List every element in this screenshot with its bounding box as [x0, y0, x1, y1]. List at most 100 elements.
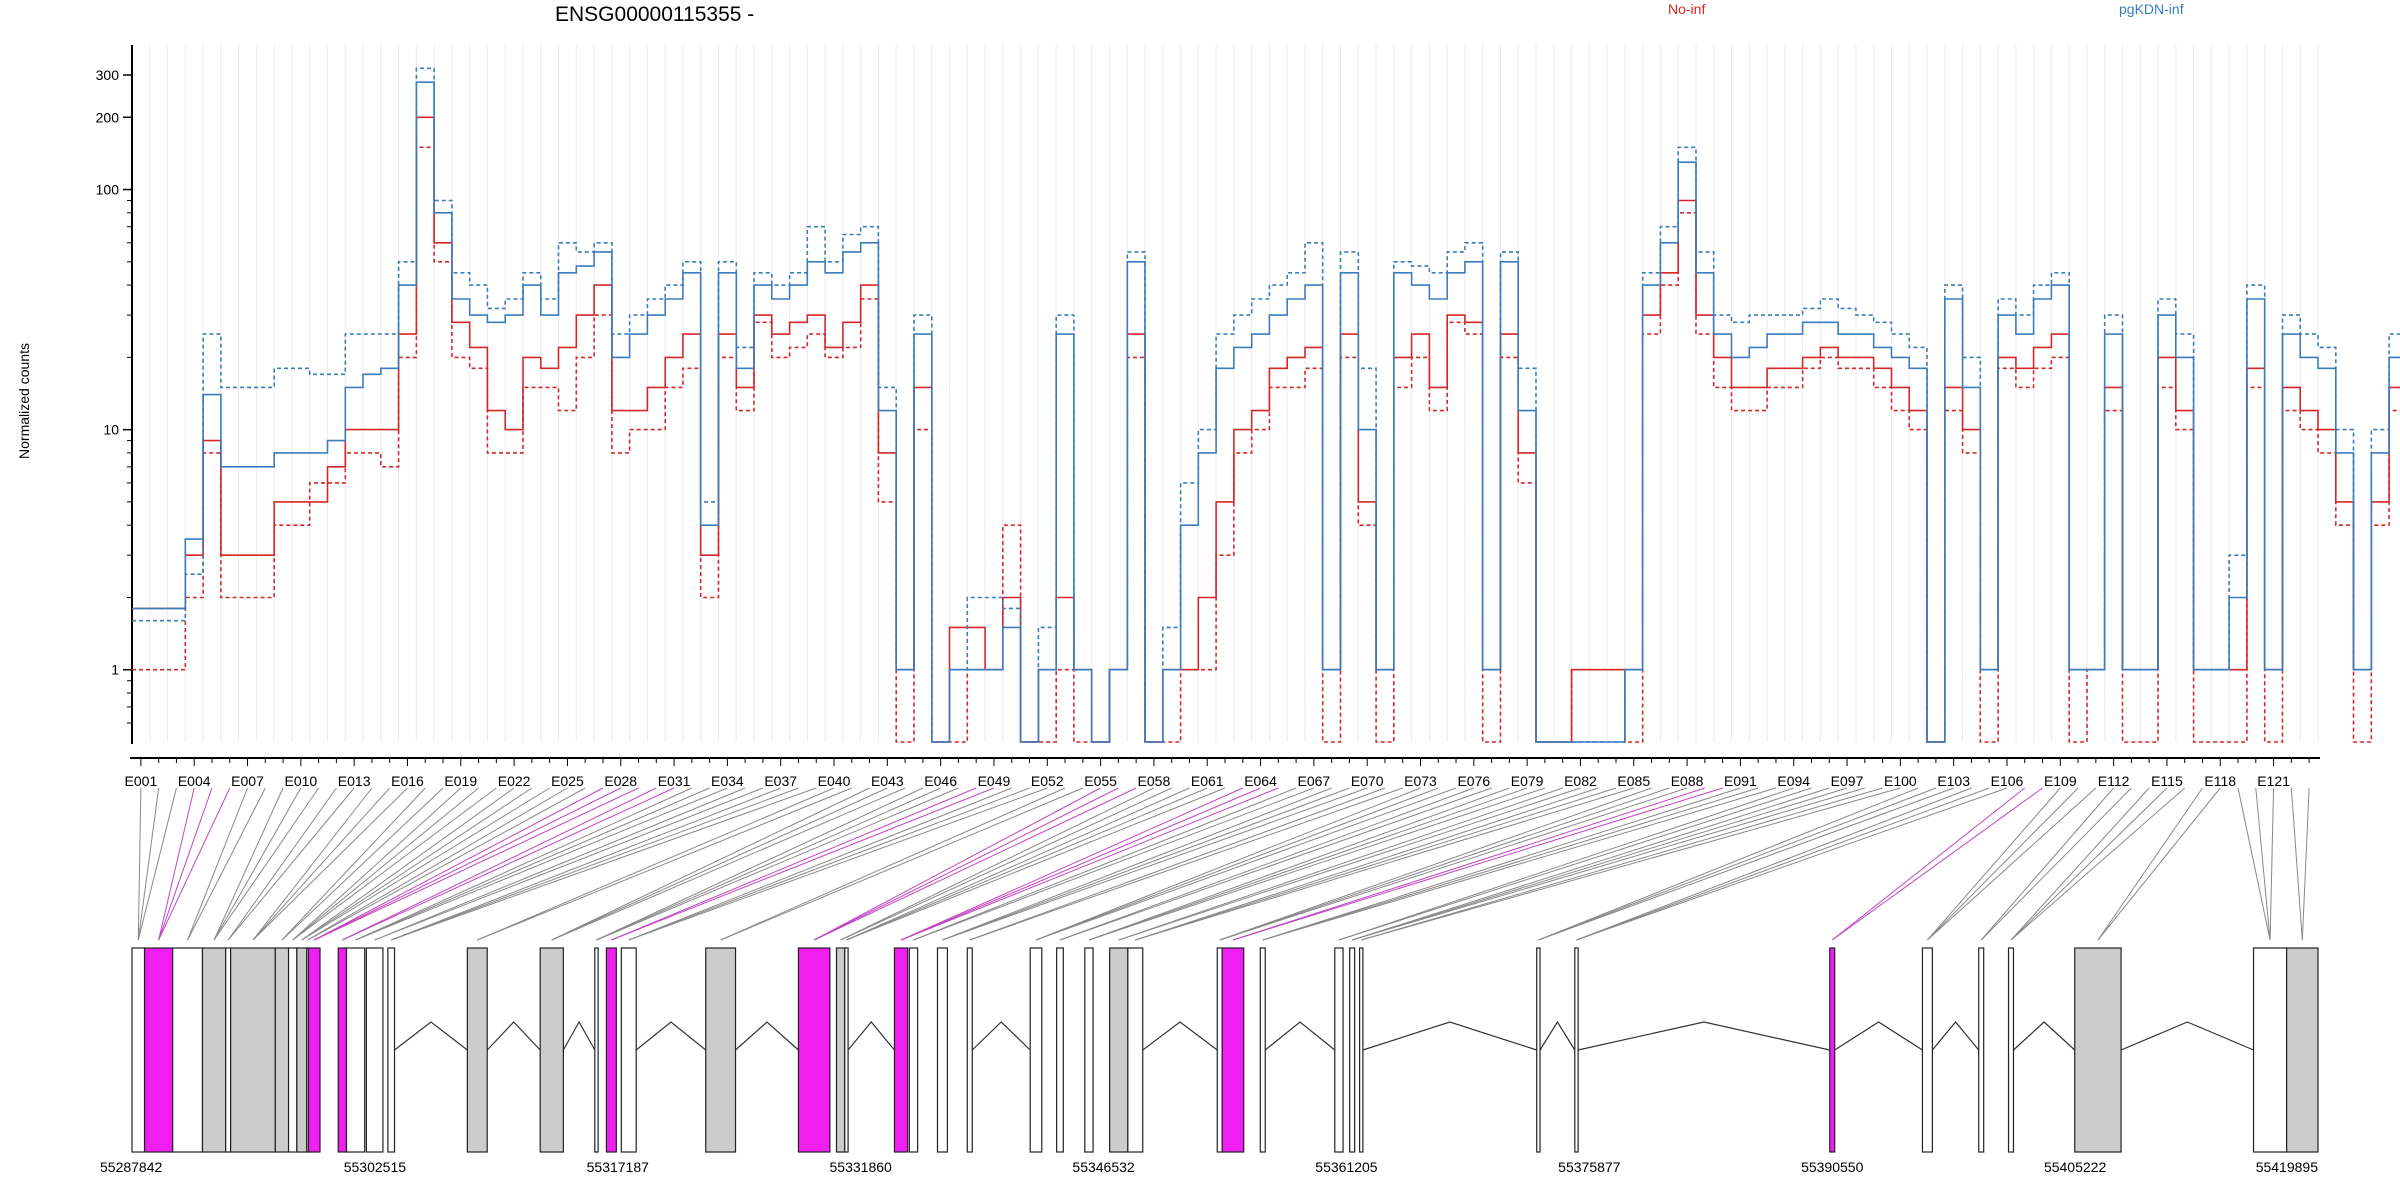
intron-line — [2120, 1021, 2254, 1051]
exon-block — [594, 947, 599, 1153]
x-tick-label: E019 — [444, 773, 477, 789]
bin-connector — [137, 787, 142, 941]
coordinate-label: 55302515 — [344, 1159, 407, 1175]
intron-line — [971, 1021, 1031, 1051]
bin-connector — [477, 787, 852, 941]
bin-connector — [252, 787, 373, 941]
exon-block — [797, 947, 831, 1153]
coordinate-label: 55419895 — [2256, 1159, 2319, 1175]
bin-connector — [1088, 787, 1546, 941]
bin-connector — [846, 787, 1226, 941]
exon-block — [936, 947, 949, 1153]
exon-block — [1334, 947, 1344, 1153]
bin-connector — [813, 787, 1119, 941]
bin-connector — [628, 787, 1048, 941]
bin-connector — [1927, 787, 2061, 941]
exon-block — [230, 947, 276, 1153]
bin-connector — [720, 787, 1066, 941]
bin-connector — [374, 787, 764, 941]
bin-connector — [1538, 787, 1937, 941]
x-tick-label: E118 — [2204, 773, 2236, 789]
bin-connector — [2010, 787, 2150, 941]
bin-connector — [1135, 787, 1634, 941]
bin-connector — [1059, 787, 1474, 941]
bin-connector — [596, 787, 924, 941]
coordinate-label: 55361205 — [1315, 1159, 1378, 1175]
exon-block — [1921, 947, 1933, 1153]
x-tick-label: E016 — [391, 773, 424, 789]
exon-block — [345, 947, 366, 1153]
y-tick-label: 1 — [111, 662, 119, 678]
bin-connector — [292, 787, 462, 941]
bin-connector — [137, 787, 177, 941]
exon-block — [835, 947, 846, 1153]
bin-connector — [314, 787, 621, 941]
bin-connector — [137, 787, 160, 941]
chart-title: ENSG00000115355 - — [555, 3, 755, 26]
bin-connector — [391, 787, 817, 941]
x-tick-label: E007 — [231, 773, 264, 789]
exon-block — [1359, 947, 1364, 1153]
coordinate-label: 55405222 — [2044, 1159, 2107, 1175]
bin-connector — [187, 787, 248, 941]
bin-connector — [1538, 787, 1954, 941]
series-line-pgkdn-inf-dashed — [132, 67, 2400, 743]
bin-connector — [158, 787, 213, 941]
x-tick-label: E022 — [498, 773, 531, 789]
exon-block — [1029, 947, 1043, 1153]
x-tick-label: E049 — [978, 773, 1011, 789]
intron-line — [1362, 1021, 1537, 1051]
bin-connector — [281, 787, 426, 941]
bin-connector — [1576, 787, 2008, 941]
bin-connector — [913, 787, 1297, 941]
exon-block — [143, 947, 174, 1153]
x-tick-label: E031 — [658, 773, 691, 789]
legend-entry-pgkdn-inf: pgKDN-inf — [2119, 1, 2184, 17]
bin-connector — [391, 787, 781, 941]
bin-connector — [213, 787, 302, 941]
coordinate-label: 55287842 — [100, 1159, 163, 1175]
bin-connector — [2290, 787, 2303, 941]
bin-connector — [900, 787, 1243, 941]
bin-connector — [628, 787, 1012, 941]
bin-connector — [1135, 787, 1599, 941]
x-tick-label: E001 — [125, 773, 158, 789]
x-tick-label: E076 — [1457, 773, 1490, 789]
bin-connector — [1118, 787, 1563, 941]
x-tick-label: E067 — [1298, 773, 1331, 789]
x-tick-label: E028 — [604, 773, 637, 789]
x-tick-label: E109 — [2044, 773, 2077, 789]
bin-connector — [1361, 787, 1901, 941]
x-tick-label: E052 — [1031, 773, 1064, 789]
bin-connector — [342, 787, 675, 941]
bin-connector — [942, 787, 1350, 941]
bin-connector — [720, 787, 1084, 941]
exon-block — [1349, 947, 1356, 1153]
bin-connector — [1831, 787, 2026, 941]
intron-line — [847, 1021, 895, 1051]
x-tick-label: E097 — [1831, 773, 1864, 789]
bin-connector — [1352, 787, 1848, 941]
x-tick-label: E058 — [1138, 773, 1171, 789]
x-tick-label: E070 — [1351, 773, 1384, 789]
coordinate-label: 55375877 — [1558, 1159, 1621, 1175]
bin-connector — [551, 787, 870, 941]
bin-connector — [355, 787, 728, 941]
y-tick-label: 300 — [96, 67, 120, 83]
bin-connector — [374, 787, 746, 941]
exon-block — [307, 947, 321, 1153]
exon-block — [1536, 947, 1541, 1153]
bin-connector — [840, 787, 1155, 941]
bin-connector — [846, 787, 1190, 941]
bin-connector — [213, 787, 320, 941]
bin-connector — [1831, 787, 2043, 941]
intron-line — [635, 1021, 707, 1051]
x-tick-label: E079 — [1511, 773, 1544, 789]
x-tick-label: E061 — [1191, 773, 1224, 789]
bin-connector — [1262, 787, 1741, 941]
count-lines — [132, 67, 2400, 743]
bin-connector — [551, 787, 888, 941]
x-tick-label: E037 — [764, 773, 797, 789]
bin-connector — [292, 787, 479, 941]
